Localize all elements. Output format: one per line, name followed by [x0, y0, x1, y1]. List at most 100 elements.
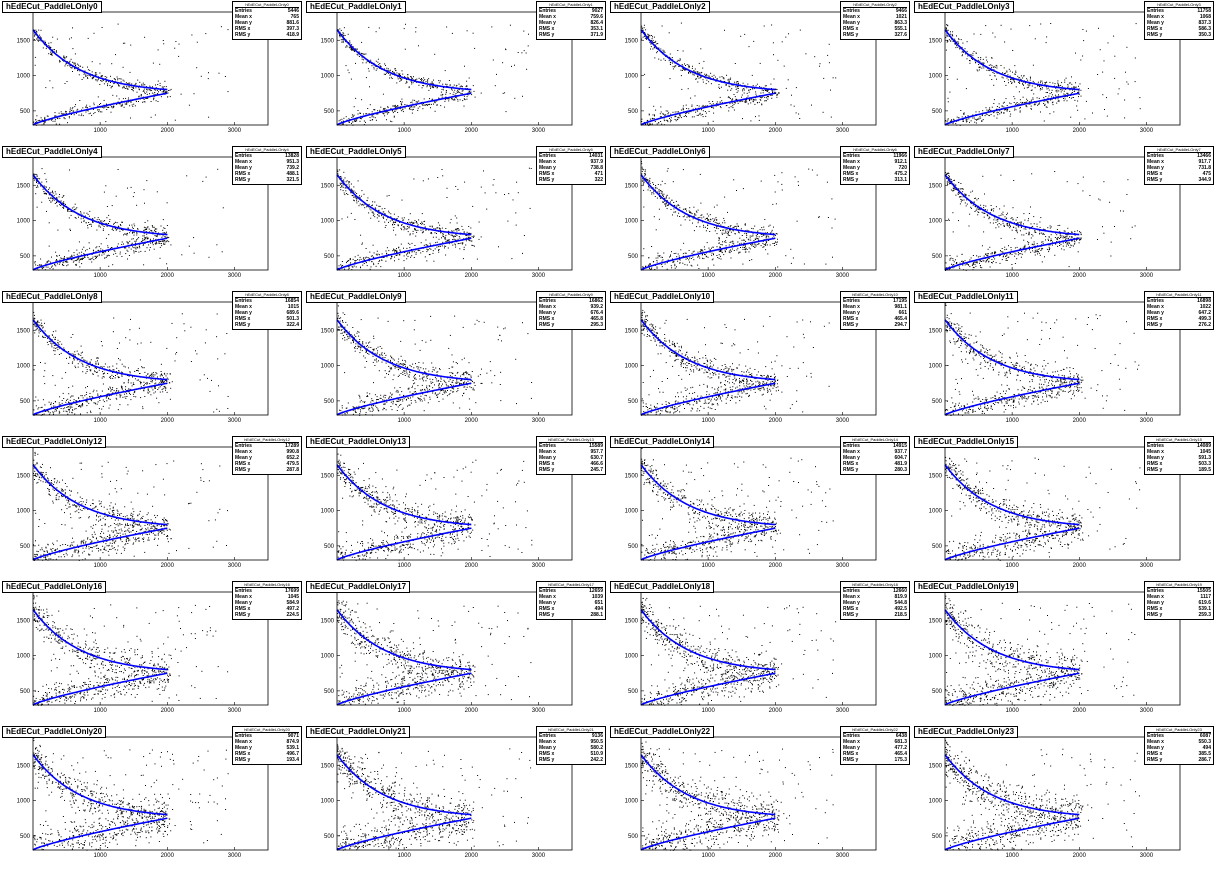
- stats-row: Mean y 580.2: [539, 745, 603, 751]
- scatter-plot: 1000 2000 3000 500 1000 1500: [17, 591, 269, 714]
- stats-label: RMS y: [1147, 467, 1163, 473]
- stats-value: 1015: [287, 304, 299, 310]
- stats-value: 584.9: [286, 600, 299, 606]
- y-tick-label: 1500: [321, 618, 335, 624]
- histogram-title: hEdECut_PaddleLOnly4: [2, 146, 102, 158]
- stats-value: 647.2: [1198, 310, 1211, 316]
- y-tick-label: 1500: [17, 183, 31, 189]
- stats-label: Entries: [1147, 588, 1164, 594]
- stats-label: RMS x: [843, 26, 859, 32]
- plot-frame: [336, 591, 573, 706]
- stats-label: Entries: [539, 443, 556, 449]
- fit-curve-upper: [32, 29, 168, 91]
- scatter-plot: 1000 2000 3000 500 1000 1500: [929, 301, 1181, 424]
- stats-label: RMS x: [843, 606, 859, 612]
- stats-value: 503.3: [1198, 461, 1211, 467]
- stats-label: Entries: [539, 588, 556, 594]
- histogram-title: hEdECut_PaddleLOnly12: [2, 436, 107, 448]
- fit-curve-lower: [640, 92, 776, 126]
- x-tick-label: 3000: [532, 418, 546, 424]
- scatter-plot: 1000 2000 3000 500 1000 1500: [17, 446, 269, 569]
- x-tick-label: 1000: [701, 708, 715, 714]
- y-tick-label: 1500: [321, 38, 335, 44]
- stats-label: Mean y: [1147, 20, 1164, 26]
- x-tick-label: 1000: [701, 128, 715, 134]
- fit-curve-lower: [336, 237, 472, 271]
- plot-frame: [640, 156, 877, 271]
- stats-row: RMS y 327.6: [843, 32, 907, 38]
- stats-label: Mean x: [843, 304, 860, 310]
- stats-box-title: hEdECut_PaddleLOnly18: [843, 582, 907, 588]
- stats-label: Mean y: [235, 165, 252, 171]
- stats-row: RMS y 245.7: [539, 467, 603, 473]
- y-tick-label: 500: [20, 689, 31, 695]
- stats-value: 327.6: [894, 32, 907, 38]
- scatter-points: [337, 167, 532, 271]
- stats-label: RMS y: [539, 467, 555, 473]
- stats-value: 9027: [591, 8, 603, 14]
- stats-value: 14915: [893, 443, 907, 449]
- y-tick-label: 500: [628, 109, 639, 115]
- stats-value: 759.6: [590, 14, 603, 20]
- stats-row: Mean y 731.8: [1147, 165, 1211, 171]
- stats-label: Mean y: [539, 745, 556, 751]
- stats-label: Entries: [235, 443, 252, 449]
- x-tick-label: 3000: [1140, 708, 1154, 714]
- stats-value: 550.3: [1198, 739, 1211, 745]
- stats-label: Mean y: [539, 600, 556, 606]
- scatter-points: [337, 453, 533, 561]
- scatter-plot: 1000 2000 3000 500 1000 1500: [929, 156, 1181, 279]
- stats-row: Entries 13828: [235, 153, 299, 159]
- stats-value: 488.1: [286, 171, 299, 177]
- x-tick-label: 3000: [228, 563, 242, 569]
- x-tick-label: 1000: [397, 563, 411, 569]
- stats-label: Mean y: [539, 310, 556, 316]
- stats-label: RMS y: [843, 467, 859, 473]
- y-tick-label: 1000: [929, 364, 943, 370]
- stats-row: Mean x 1068: [1147, 14, 1211, 20]
- stats-row: Mean x 981.1: [843, 304, 907, 310]
- stats-label: RMS x: [235, 751, 251, 757]
- stats-row: RMS x 488.1: [235, 171, 299, 177]
- scatter-plot: 1000 2000 3000 500 1000 1500: [929, 11, 1181, 134]
- fit-curve-upper: [336, 29, 472, 91]
- x-tick-label: 2000: [1073, 563, 1087, 569]
- x-tick-label: 3000: [228, 128, 242, 134]
- y-tick-label: 1000: [625, 219, 639, 225]
- stats-box: hEdECut_PaddleLOnly22 Entries 6438 Mean x 68…: [840, 726, 910, 765]
- stats-box: hEdECut_PaddleLOnly16 Entries 17699 Mean x 1…: [232, 581, 302, 620]
- stats-row: Mean y 647.2: [1147, 310, 1211, 316]
- stats-label: Entries: [1147, 153, 1164, 159]
- stats-row: Entries 9027: [539, 8, 603, 14]
- stats-value: 676.4: [590, 310, 603, 316]
- stats-box-title: hEdECut_PaddleLOnly23: [1147, 727, 1211, 733]
- x-tick-label: 1000: [93, 128, 107, 134]
- plot-frame: [336, 11, 573, 126]
- stats-label: Mean x: [843, 739, 860, 745]
- stats-row: RMS y 350.3: [1147, 32, 1211, 38]
- scatter-plot: 1000 2000 3000 500 1000 1500: [321, 301, 573, 424]
- stats-value: 418.9: [286, 32, 299, 38]
- stats-value: 937.7: [894, 449, 907, 455]
- stats-label: Entries: [539, 8, 556, 14]
- stats-row: Entries 9136: [539, 733, 603, 739]
- stats-row: RMS y 276.2: [1147, 322, 1211, 328]
- stats-row: Mean y 676.4: [539, 310, 603, 316]
- histogram-panel: 1000 2000 3000 500 1000 1500 hEdECut_PaddleLOn…: [912, 580, 1216, 725]
- stats-value: 837.3: [1198, 20, 1211, 26]
- stats-row: Mean x 681.3: [843, 739, 907, 745]
- histogram-title: hEdECut_PaddleLOnly11: [914, 291, 1018, 303]
- stats-box-title: hEdECut_PaddleLOnly5: [539, 147, 603, 153]
- y-tick-label: 500: [324, 544, 335, 550]
- stats-row: Entries 14031: [539, 153, 603, 159]
- stats-row: RMS x 481.9: [843, 461, 907, 467]
- x-tick-label: 1000: [701, 273, 715, 279]
- stats-box-title: hEdECut_PaddleLOnly6: [843, 147, 907, 153]
- stats-value: 496.7: [286, 751, 299, 757]
- x-tick-label: 3000: [836, 128, 850, 134]
- x-tick-label: 2000: [161, 418, 175, 424]
- stats-value: 494: [1202, 745, 1211, 751]
- stats-box: hEdECut_PaddleLOnly18 Entries 12660 Mean x 8…: [840, 581, 910, 620]
- y-tick-label: 1500: [625, 183, 639, 189]
- stats-value: 17195: [893, 298, 907, 304]
